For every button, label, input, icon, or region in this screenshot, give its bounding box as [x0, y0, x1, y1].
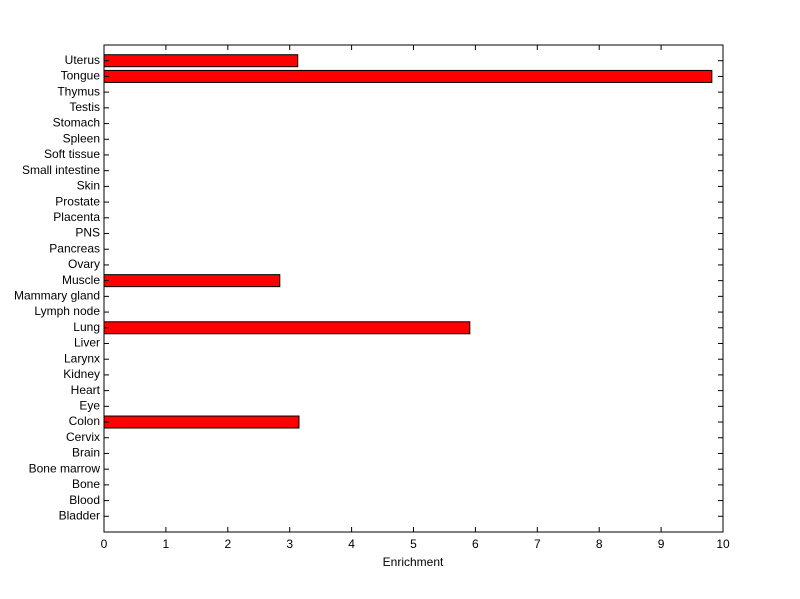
y-tick-label: Stomach	[53, 116, 100, 130]
y-tick-label: Cervix	[66, 430, 100, 444]
x-tick-label: 8	[596, 537, 603, 551]
plot-frame	[103, 44, 724, 533]
y-tick-label: Kidney	[63, 367, 100, 381]
bar	[103, 274, 281, 288]
y-tick-label: Prostate	[55, 194, 100, 208]
y-tick-label: Mammary gland	[14, 289, 100, 303]
x-tick-label: 9	[658, 537, 665, 551]
y-tick-label: Small intestine	[22, 163, 100, 177]
y-tick-label: Blood	[69, 493, 100, 507]
x-tick-label: 4	[348, 537, 355, 551]
x-tick-label: 6	[472, 537, 479, 551]
y-tick-label: Lymph node	[34, 304, 100, 318]
x-tick-label: 7	[534, 537, 541, 551]
x-tick-label: 10	[716, 537, 730, 551]
y-tick-label: Thymus	[57, 84, 100, 98]
bar	[103, 54, 299, 68]
y-tick-label: Pancreas	[49, 241, 100, 255]
bar	[103, 69, 713, 83]
y-tick-label: Heart	[71, 383, 101, 397]
y-tick-label: PNS	[75, 226, 100, 240]
x-tick-label: 0	[101, 537, 108, 551]
y-tick-label: Placenta	[53, 210, 100, 224]
y-tick-label: Liver	[74, 336, 100, 350]
y-tick-label: Testis	[69, 100, 100, 114]
x-tick-label: 3	[286, 537, 293, 551]
y-tick-label: Soft tissue	[44, 147, 100, 161]
x-tick-label: 2	[224, 537, 231, 551]
y-tick-label: Bone	[72, 477, 100, 491]
y-tick-label: Brain	[72, 446, 100, 460]
y-tick-label: Uterus	[65, 53, 100, 67]
y-tick-label: Tongue	[61, 69, 101, 83]
y-tick-label: Larynx	[64, 351, 100, 365]
bar	[103, 415, 300, 429]
y-tick-label: Muscle	[62, 273, 100, 287]
y-tick-label: Bone marrow	[29, 461, 101, 475]
y-tick-label: Skin	[77, 179, 100, 193]
y-tick-label: Colon	[69, 414, 100, 428]
y-tick-label: Lung	[73, 320, 100, 334]
x-tick-label: 5	[410, 537, 417, 551]
y-tick-label: Eye	[79, 398, 100, 412]
bar	[103, 321, 471, 335]
y-tick-label: Bladder	[59, 508, 100, 522]
y-tick-label: Spleen	[63, 131, 100, 145]
y-tick-label: Ovary	[68, 257, 100, 271]
x-tick-label: 1	[163, 537, 170, 551]
x-axis-label: Enrichment	[383, 555, 444, 569]
